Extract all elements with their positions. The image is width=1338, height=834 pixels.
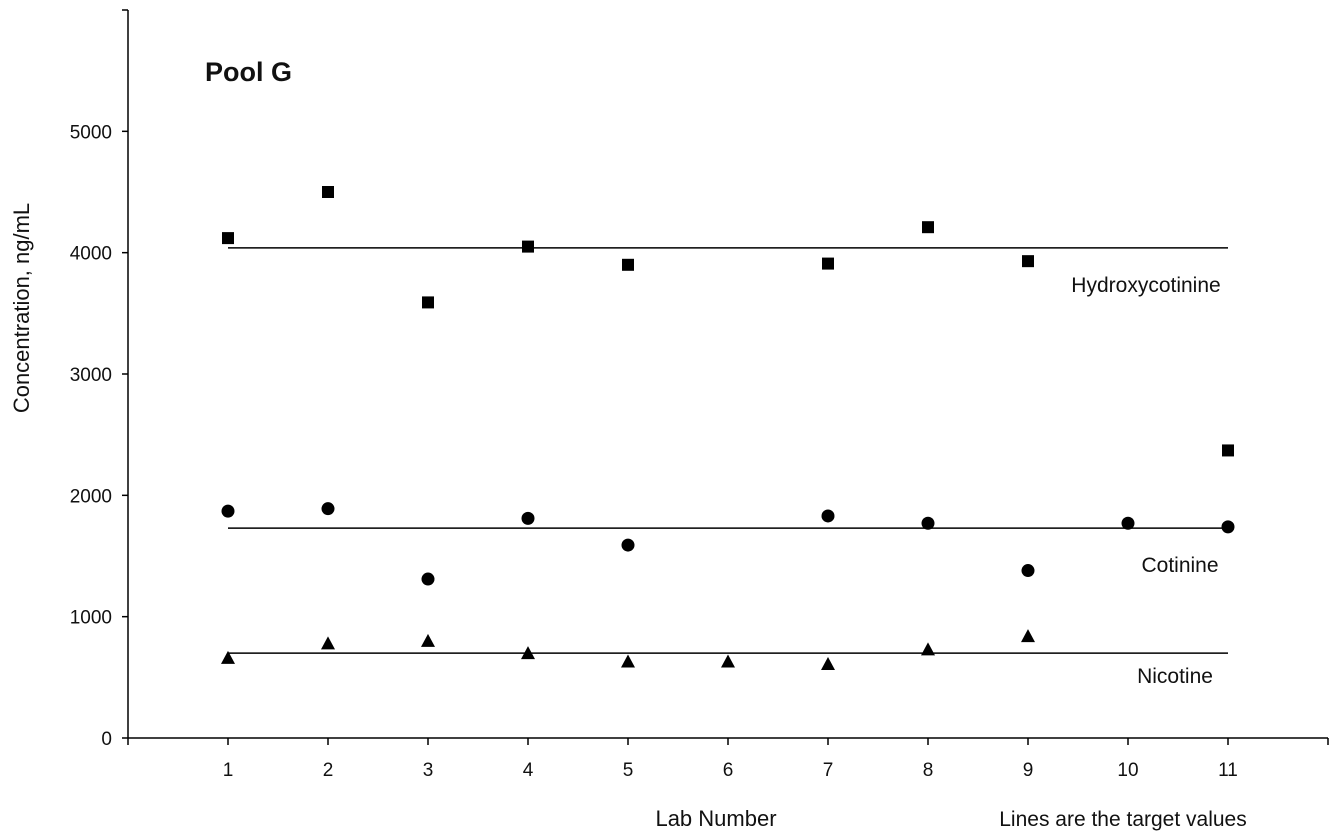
- x-tick-label: 11: [1218, 760, 1238, 781]
- point-nicotine: [321, 636, 335, 650]
- point-hydroxycotinine: [522, 240, 534, 253]
- target-lines: [228, 247, 1228, 654]
- point-nicotine: [221, 650, 235, 664]
- x-tick-label: 9: [1023, 760, 1034, 781]
- point-cotinine: [1121, 516, 1135, 530]
- x-tick-label: 10: [1117, 760, 1138, 781]
- point-hydroxycotinine: [622, 258, 634, 271]
- y-axis-label: Concentration, ng/mL: [9, 203, 34, 413]
- point-cotinine: [321, 502, 335, 516]
- point-cotinine: [821, 509, 835, 523]
- x-tick-label: 3: [423, 760, 434, 781]
- point-nicotine: [521, 646, 535, 660]
- point-hydroxycotinine: [322, 186, 334, 198]
- point-cotinine: [621, 538, 635, 552]
- point-nicotine: [1021, 629, 1035, 643]
- point-nicotine: [421, 633, 435, 647]
- chart-title: Pool G: [205, 57, 292, 87]
- point-nicotine: [921, 642, 935, 656]
- x-tick-label: 8: [923, 760, 934, 781]
- x-tick-label: 5: [623, 760, 634, 781]
- target-note: Lines are the target values: [999, 808, 1247, 831]
- point-cotinine: [1021, 564, 1035, 578]
- y-tick-label: 5000: [70, 122, 112, 143]
- y-tick-label: 3000: [70, 365, 112, 386]
- series-labels: Hydroxycotinine Cotinine Nicotine: [1071, 274, 1220, 688]
- point-hydroxycotinine: [822, 257, 834, 270]
- y-tick-label: 1000: [70, 608, 112, 629]
- x-tick-label: 4: [523, 760, 534, 781]
- point-hydroxycotinine: [422, 296, 434, 309]
- point-cotinine: [1221, 520, 1235, 534]
- x-tick-label: 2: [323, 760, 334, 781]
- x-axis-label: Lab Number: [655, 806, 776, 831]
- y-tick-label: 2000: [70, 486, 112, 507]
- point-hydroxycotinine: [922, 221, 934, 234]
- series-label-hydroxycotinine: Hydroxycotinine: [1071, 274, 1220, 297]
- data-points: [221, 186, 1235, 670]
- x-tick-label: 6: [723, 760, 734, 781]
- point-nicotine: [721, 654, 735, 668]
- series-label-nicotine: Nicotine: [1137, 665, 1213, 688]
- ticks: 0 1000 2000 3000 4000 5000 1 2 3 4 5 6 7 8 9 10 11: [70, 9, 1329, 781]
- point-cotinine: [521, 511, 535, 525]
- point-hydroxycotinine: [222, 232, 234, 245]
- point-nicotine: [621, 654, 635, 668]
- point-hydroxycotinine: [1022, 255, 1034, 268]
- point-hydroxycotinine: [1222, 444, 1234, 457]
- y-tick-label: 0: [101, 729, 112, 750]
- point-nicotine: [821, 656, 835, 670]
- y-tick-label: 4000: [70, 244, 112, 265]
- x-tick-label: 1: [223, 760, 234, 781]
- point-cotinine: [221, 504, 235, 518]
- axes: [127, 10, 1328, 739]
- point-cotinine: [421, 572, 435, 586]
- series-label-cotinine: Cotinine: [1141, 554, 1218, 577]
- x-tick-label: 7: [823, 760, 834, 781]
- point-cotinine: [921, 516, 935, 530]
